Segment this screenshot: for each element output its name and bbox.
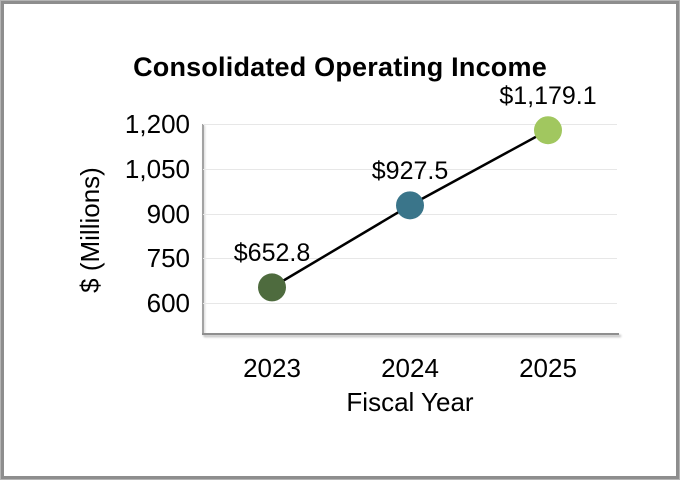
y-gridline — [203, 303, 617, 305]
y-axis-tick-label: 600 — [146, 288, 190, 319]
data-point-2023 — [258, 273, 286, 302]
chart-title: Consolidated Operating Income — [133, 52, 547, 82]
y-axis-tick-label: 1,200 — [124, 109, 190, 139]
data-point-2024 — [396, 191, 424, 220]
series-line-plot — [258, 116, 562, 302]
y-axis-tick-label: 1,050 — [124, 153, 190, 184]
y-gridline — [203, 168, 617, 170]
data-label-2025: $1,179.1 — [499, 82, 597, 111]
x-axis-tick-label: 2024 — [381, 353, 439, 383]
y-gridline — [203, 258, 617, 260]
y-axis-line — [202, 124, 204, 335]
data-label-2023: $652.8 — [233, 239, 311, 268]
data-point-2025 — [534, 116, 562, 145]
y-axis-tick-label: 900 — [146, 198, 190, 229]
y-gridline — [203, 124, 617, 125]
x-axis-tick-label: 2025 — [519, 353, 577, 383]
data-label-2024: $927.5 — [371, 157, 449, 186]
x-axis-tick-label: 2023 — [243, 353, 301, 383]
x-axis-title: Fiscal Year — [346, 387, 474, 417]
x-axis-line — [202, 333, 619, 335]
y-axis-tick-label: 750 — [146, 243, 190, 274]
